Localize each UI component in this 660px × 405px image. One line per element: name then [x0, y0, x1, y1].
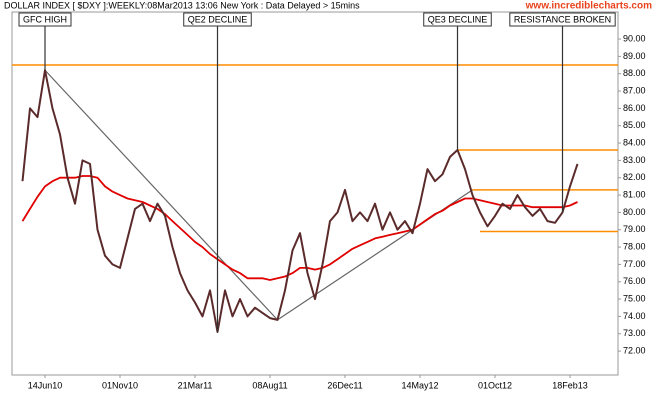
- y-tick-label: 89.00: [623, 51, 646, 61]
- y-tick-label: 87.00: [623, 85, 646, 95]
- annotation-box: [18, 12, 72, 27]
- x-tick-label: 01Nov10: [102, 380, 138, 390]
- chart-title: DOLLAR INDEX [ $DXY ]:WEEKLY:08Mar2013 1…: [4, 0, 360, 10]
- annotation-label: QE3 DECLINE: [428, 14, 488, 24]
- annotation-label: GFC HIGH: [23, 14, 67, 24]
- plot-area: [11, 11, 619, 376]
- annotation-box: [509, 12, 616, 27]
- x-tick-label: 18Feb13: [552, 380, 588, 390]
- y-tick-label: 73.00: [623, 328, 646, 338]
- x-tick-label: 14Jun10: [28, 380, 63, 390]
- y-tick-label: 83.00: [623, 155, 646, 165]
- y-tick-label: 75.00: [623, 293, 646, 303]
- y-tick-label: 86.00: [623, 103, 646, 113]
- moving-average-line: [21, 175, 578, 281]
- y-tick-label: 85.00: [623, 120, 646, 130]
- y-tick-label: 78.00: [623, 241, 646, 251]
- watermark: www.incrediblecharts.com: [525, 1, 652, 12]
- annotation-box: [423, 12, 492, 27]
- annotation-label: QE2 DECLINE: [188, 14, 248, 24]
- price-line: [21, 69, 579, 333]
- x-tick-label: 14May12: [401, 380, 438, 390]
- x-tick-label: 21Mar11: [178, 380, 213, 390]
- y-tick-label: 81.00: [623, 189, 646, 199]
- y-tick-label: 79.00: [623, 224, 646, 234]
- y-tick-label: 90.00: [623, 33, 646, 43]
- y-tick-label: 84.00: [623, 137, 646, 147]
- y-tick-label: 80.00: [623, 207, 646, 217]
- annotation-box: [183, 12, 252, 27]
- y-tick-label: 74.00: [623, 311, 646, 321]
- y-tick-label: 82.00: [623, 172, 646, 182]
- y-tick-label: 76.00: [623, 276, 646, 286]
- x-tick-label: 08Aug11: [252, 380, 287, 390]
- x-tick-label: 01Oct12: [478, 380, 512, 390]
- annotation-label: RESISTANCE BROKEN: [514, 14, 611, 24]
- y-tick-label: 77.00: [623, 259, 646, 269]
- y-tick-label: 88.00: [623, 68, 646, 78]
- x-tick-label: 26Dec11: [327, 380, 362, 390]
- trend-line: [44, 69, 278, 321]
- y-tick-label: 72.00: [623, 345, 646, 355]
